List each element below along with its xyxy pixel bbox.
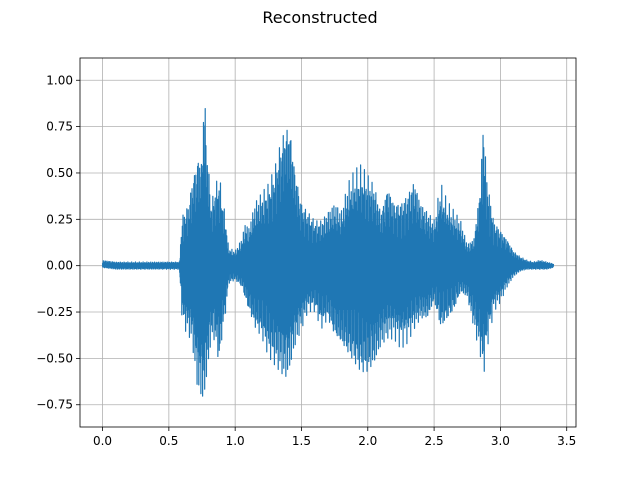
y-tick-label: 0.75 [46,120,73,134]
y-tick-label: 1.00 [46,73,73,87]
x-tick-label: 2.0 [358,434,377,448]
y-tick-label: −0.50 [36,351,73,365]
y-tick-label: 0.50 [46,166,73,180]
x-tick-label: 1.5 [292,434,311,448]
x-tick-label: 1.0 [226,434,245,448]
x-tick-label: 2.5 [425,434,444,448]
x-tick-label: 3.0 [491,434,510,448]
axes-frame [79,57,577,428]
x-tick-label: 0.5 [159,434,178,448]
x-tick-label: 3.5 [557,434,576,448]
y-tick-label: −0.75 [36,398,73,412]
waveform-line [101,108,555,397]
x-tick-label: 0.0 [93,434,112,448]
y-tick-label: 0.25 [46,212,73,226]
axes-layer: 0.0 0.5 1.0 1.5 2.0 2.5 3.0 3.5 −0.75 −0.50 −0.25 0… [36,57,577,448]
y-tick-label: −0.25 [36,305,73,319]
plot-layer [101,108,555,397]
y-tick-label: 0.00 [46,259,73,273]
chart-title: Reconstructed [262,8,377,27]
